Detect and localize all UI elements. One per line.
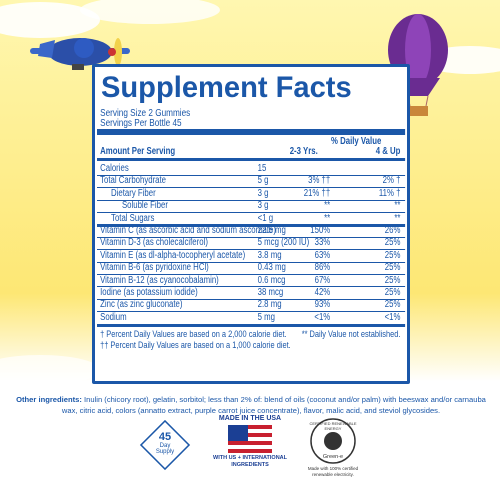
other-ingredients: Other ingredients: Inulin (chicory root)… xyxy=(12,394,490,416)
row-name: Total Sugars xyxy=(111,212,155,224)
row-col2: 26% xyxy=(384,225,401,236)
row-col2: ** xyxy=(394,212,401,224)
usa-text: WITH US + INTERNATIONAL INGREDIENTS xyxy=(213,455,287,468)
row-col2: 25% xyxy=(384,287,401,298)
row-amount: 5 g xyxy=(257,175,269,187)
supply-badge: 45 Day Supply xyxy=(150,431,180,455)
rule xyxy=(97,224,406,228)
row-col2: 25% xyxy=(384,249,401,261)
row-amount: <1 g xyxy=(257,212,274,224)
row-col1: ** xyxy=(324,200,331,212)
row-amount: 22.5 mg xyxy=(257,225,286,236)
row-name: Zinc (as zinc gluconate) xyxy=(100,299,183,311)
green-text: Made with 100% certified renewable elect… xyxy=(307,466,359,477)
amount-header: Amount Per Serving xyxy=(100,146,176,157)
rule xyxy=(97,249,406,250)
usa-title: MADE IN THE USA xyxy=(218,415,282,422)
row-amount: 3.8 mg xyxy=(257,249,282,261)
footnote: † Percent Daily Values are based on a 2,… xyxy=(100,329,287,341)
rule xyxy=(97,236,406,238)
row-col1: 3% †† xyxy=(308,175,331,187)
panel-title: Supplement Facts xyxy=(101,71,352,104)
other-ingredients-label: Other ingredients: xyxy=(16,395,82,404)
footnote: †† Percent Daily Values are based on a 1… xyxy=(100,340,291,352)
row-col2: 25% xyxy=(384,274,401,286)
facts-table: Serving Size 2 Gummies Servings Per Bottl… xyxy=(97,107,406,382)
row-col2: <1% xyxy=(384,311,401,323)
rule xyxy=(97,187,406,188)
row-name: Total Carbohydrate xyxy=(100,175,167,187)
col2-header: 4 & Up xyxy=(375,146,401,157)
row-amount: 5 mg xyxy=(257,311,276,323)
row-amount: 0.6 mcg xyxy=(257,274,286,286)
row-col2: 25% xyxy=(384,237,401,249)
rule xyxy=(97,286,406,288)
row-name: Iodine (as potassium iodide) xyxy=(100,287,198,298)
rule xyxy=(97,274,406,275)
row-name: Vitamin B-6 (as pyridoxine HCl) xyxy=(100,262,209,274)
row-col2: 11% † xyxy=(378,187,401,199)
row-col1: ** xyxy=(324,212,331,224)
rule xyxy=(97,298,406,300)
row-col2: ** xyxy=(394,200,401,212)
row-name: Calories xyxy=(100,163,129,174)
supply-diamond xyxy=(139,419,191,471)
row-col1: 63% xyxy=(314,249,331,261)
row-col1: 93% xyxy=(314,299,331,311)
row-col1: 42% xyxy=(314,287,331,298)
row-amount: 3 g xyxy=(257,200,269,212)
supply-text: Day Supply xyxy=(155,443,175,455)
rule xyxy=(97,129,406,135)
rule xyxy=(97,199,406,201)
green-name: Green-e xyxy=(322,454,344,460)
green-e-logo xyxy=(324,432,342,450)
row-name: Vitamin B-12 (as cyanocobalamin) xyxy=(100,274,219,286)
rule xyxy=(97,174,406,176)
serving-size: Serving Size 2 Gummies xyxy=(100,107,191,119)
row-name: Vitamin E (as dl-alpha-tocopheryl acetat… xyxy=(100,249,246,261)
row-col1: 67% xyxy=(314,274,331,286)
row-name: Vitamin D-3 (as cholecalciferol) xyxy=(100,237,208,249)
supplement-facts-panel: Supplement Facts Serving Size 2 Gummies S… xyxy=(92,64,410,384)
col1-header: 2-3 Yrs. xyxy=(289,146,318,157)
flag xyxy=(228,425,272,453)
row-col1: 86% xyxy=(314,262,331,274)
row-amount: 5 mcg (200 IU) xyxy=(257,237,310,249)
row-col1: 21% †† xyxy=(303,187,331,199)
footnote: ** Daily Value not established. xyxy=(301,329,401,341)
row-amount: 3 g xyxy=(257,187,269,199)
rule xyxy=(97,212,406,213)
rule xyxy=(97,323,406,327)
row-amount: 15 xyxy=(257,163,267,174)
green-arc: CERTIFIED RENEWABLE ENERGY xyxy=(309,421,357,431)
dv-header: % Daily Value xyxy=(331,136,382,147)
plane-illustration xyxy=(30,38,130,70)
servings-per: Servings Per Bottle 45 xyxy=(100,117,182,129)
other-ingredients-text: Inulin (chicory root), gelatin, sorbitol… xyxy=(61,395,486,415)
row-col1: 150% xyxy=(310,225,331,236)
row-col2: 25% xyxy=(384,262,401,274)
rule xyxy=(97,311,406,312)
row-amount: 2.8 mg xyxy=(257,299,282,311)
row-col2: 2% † xyxy=(382,175,401,187)
row-amount: 38 mcg xyxy=(257,287,284,298)
row-amount: 0.43 mg xyxy=(257,262,286,274)
row-col1: <1% xyxy=(314,311,331,323)
row-name: Dietary Fiber xyxy=(111,187,156,199)
rule xyxy=(97,158,406,161)
row-name: Vitamin C (as ascorbic acid and sodium a… xyxy=(100,225,276,236)
usa-badge: MADE IN THE USA xyxy=(210,415,290,462)
row-name: Soluble Fiber xyxy=(121,200,168,212)
supply-number: 45 xyxy=(158,431,172,443)
row-col1: 33% xyxy=(314,237,331,249)
row-col2: 25% xyxy=(384,299,401,311)
rule xyxy=(97,261,406,263)
row-name: Sodium xyxy=(100,311,127,323)
